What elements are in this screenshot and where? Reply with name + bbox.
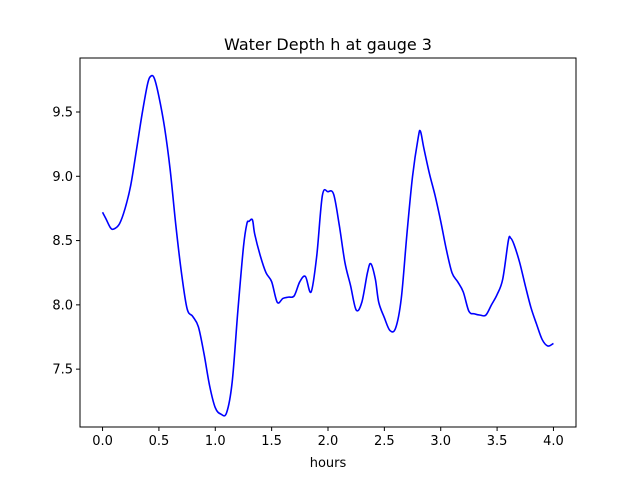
x-tick-label: 0.5 bbox=[149, 434, 170, 449]
chart-title: Water Depth h at gauge 3 bbox=[224, 35, 432, 54]
y-tick-label: 8.5 bbox=[52, 234, 73, 249]
y-tick-label: 8.0 bbox=[52, 298, 73, 313]
plot-area bbox=[79, 57, 577, 428]
y-axis: 7.5 8.0 8.5 9.0 9.5 bbox=[52, 106, 80, 378]
x-tick-label: 2.5 bbox=[374, 434, 395, 449]
x-tick-label: 1.5 bbox=[261, 434, 282, 449]
series-line-0 bbox=[101, 74, 554, 417]
y-tick-label: 9.0 bbox=[52, 170, 73, 185]
x-tick-label: 3.0 bbox=[430, 434, 451, 449]
x-tick-label: 3.5 bbox=[487, 434, 508, 449]
y-tick-label: 7.5 bbox=[52, 363, 73, 378]
x-axis-label: hours bbox=[310, 456, 347, 471]
y-tick-label: 9.5 bbox=[52, 106, 73, 121]
x-tick-label: 4.0 bbox=[543, 434, 564, 449]
x-axis: 0.0 0.5 1.0 1.5 2.0 2.5 3.0 3.5 4.0 bbox=[92, 427, 564, 449]
x-tick-label: 2.0 bbox=[318, 434, 339, 449]
series-layer bbox=[101, 74, 554, 417]
plot-frame bbox=[79, 57, 577, 428]
x-tick-label: 0.0 bbox=[92, 434, 113, 449]
x-tick-label: 1.0 bbox=[205, 434, 226, 449]
